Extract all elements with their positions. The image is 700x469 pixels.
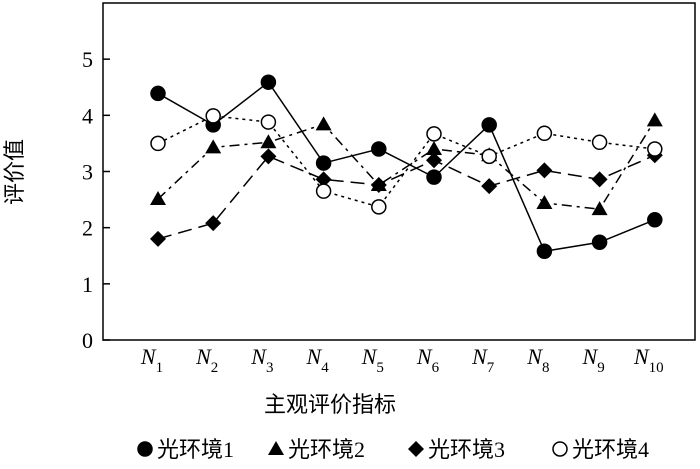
x-tick-label: N7 bbox=[471, 344, 495, 376]
legend-label: 光环境2 bbox=[288, 437, 365, 462]
y-tick-label: 5 bbox=[82, 47, 93, 72]
x-tick-main: N bbox=[306, 344, 323, 369]
marker bbox=[268, 441, 284, 455]
marker bbox=[205, 215, 222, 232]
marker bbox=[481, 117, 497, 133]
marker bbox=[647, 141, 663, 157]
x-tick-sub: 6 bbox=[432, 360, 440, 376]
marker bbox=[315, 183, 332, 199]
y-tick-label: 1 bbox=[82, 272, 93, 297]
x-tick-label: N9 bbox=[582, 344, 605, 376]
x-tick-main: N bbox=[416, 344, 433, 369]
x-tick-sub: 9 bbox=[597, 360, 605, 376]
y-tick-label: 2 bbox=[82, 216, 93, 241]
x-tick-label: N1 bbox=[140, 344, 163, 376]
legend-item: 光环境4 bbox=[552, 437, 649, 462]
x-axis-label: 主观评价指标 bbox=[264, 392, 396, 417]
marker bbox=[315, 116, 332, 131]
series-line bbox=[157, 81, 656, 253]
x-tick-main: N bbox=[361, 344, 378, 369]
x-tick-label: N3 bbox=[250, 344, 273, 376]
marker bbox=[426, 169, 442, 185]
x-tick-main: N bbox=[250, 344, 267, 369]
marker bbox=[150, 191, 166, 206]
marker bbox=[408, 441, 424, 457]
x-tick-sub: 1 bbox=[156, 360, 164, 376]
marker bbox=[536, 125, 553, 142]
marker bbox=[137, 441, 153, 457]
x-tick-sub: 7 bbox=[487, 360, 495, 376]
marker bbox=[205, 139, 222, 154]
y-tick-label: 3 bbox=[82, 160, 93, 185]
marker bbox=[647, 212, 663, 228]
marker bbox=[371, 141, 387, 157]
marker bbox=[260, 114, 277, 130]
x-tick-main: N bbox=[582, 344, 599, 369]
marker bbox=[370, 176, 387, 193]
x-tick-main: N bbox=[471, 344, 488, 369]
x-tick-sub: 4 bbox=[321, 360, 329, 376]
marker bbox=[591, 134, 608, 151]
marker bbox=[315, 171, 332, 188]
x-tick-sub: 10 bbox=[649, 360, 664, 376]
legend-item: 光环境1 bbox=[137, 437, 234, 462]
marker bbox=[150, 135, 166, 152]
marker bbox=[426, 141, 442, 156]
marker bbox=[150, 85, 166, 102]
x-tick-main: N bbox=[526, 344, 543, 369]
y-tick-label: 0 bbox=[82, 328, 93, 353]
marker bbox=[371, 199, 387, 215]
marker bbox=[260, 134, 277, 149]
x-tick-sub: 5 bbox=[376, 360, 384, 376]
marker bbox=[481, 178, 498, 195]
x-tick-label: N6 bbox=[416, 344, 440, 376]
marker bbox=[536, 194, 553, 209]
x-tick-sub: 2 bbox=[211, 360, 219, 376]
legend-label: 光环境4 bbox=[572, 437, 649, 462]
marker bbox=[591, 234, 608, 251]
plot-frame bbox=[102, 2, 696, 341]
legend-item: 光环境2 bbox=[268, 437, 365, 462]
marker bbox=[646, 112, 663, 127]
x-tick-label: N10 bbox=[633, 344, 664, 376]
marker bbox=[426, 126, 442, 142]
legend-label: 光环境1 bbox=[157, 437, 234, 462]
x-tick-main: N bbox=[140, 344, 157, 369]
marker bbox=[536, 162, 553, 179]
marker bbox=[481, 148, 497, 165]
x-tick-label: N4 bbox=[306, 344, 330, 376]
marker bbox=[315, 155, 332, 171]
marker bbox=[591, 171, 608, 188]
marker bbox=[260, 74, 277, 90]
x-tick-main: N bbox=[195, 344, 212, 369]
marker bbox=[552, 441, 568, 457]
marker bbox=[536, 243, 553, 260]
series-line bbox=[157, 115, 655, 208]
x-tick-label: N5 bbox=[361, 344, 384, 376]
marker bbox=[426, 152, 442, 169]
x-tick-label: N2 bbox=[195, 344, 218, 376]
y-tick-label: 4 bbox=[82, 103, 93, 128]
series-line bbox=[157, 154, 656, 240]
legend-item: 光环境3 bbox=[408, 437, 505, 462]
x-tick-main: N bbox=[633, 344, 650, 369]
legend-label: 光环境3 bbox=[428, 437, 505, 462]
marker bbox=[260, 148, 277, 165]
x-tick-sub: 3 bbox=[266, 360, 274, 376]
y-axis-label: 评价值 bbox=[2, 139, 27, 205]
marker bbox=[205, 108, 221, 124]
series-line bbox=[157, 119, 656, 210]
x-tick-sub: 8 bbox=[542, 360, 550, 376]
marker bbox=[591, 201, 608, 216]
x-tick-label: N8 bbox=[526, 344, 549, 376]
marker bbox=[150, 230, 166, 247]
